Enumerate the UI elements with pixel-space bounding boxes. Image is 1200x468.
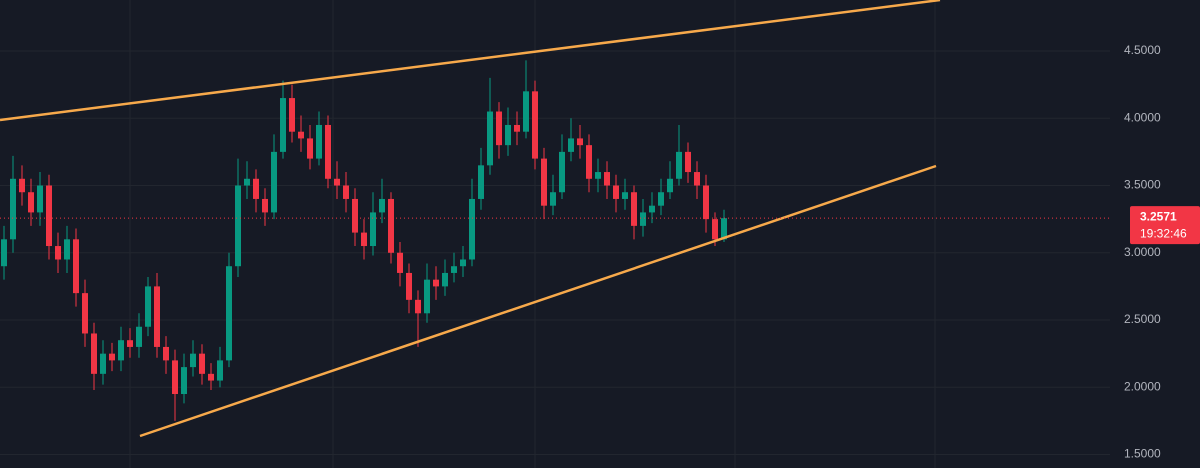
candle-body xyxy=(397,252,403,273)
candle-body xyxy=(721,218,727,240)
candle-body xyxy=(469,198,475,260)
candle-body xyxy=(208,373,214,381)
candle-body xyxy=(325,124,331,179)
candle-body xyxy=(109,353,115,361)
candle-body xyxy=(676,151,682,179)
candle-body xyxy=(55,246,61,260)
candle-body xyxy=(667,178,673,193)
candle-body xyxy=(91,333,97,374)
candle-body xyxy=(442,272,448,287)
upper-trendline xyxy=(0,0,941,122)
candle-body xyxy=(64,239,70,260)
y-tick-label: 3.5000 xyxy=(1124,178,1161,192)
candle-body xyxy=(586,145,592,179)
candle-body xyxy=(307,138,313,159)
candle-body xyxy=(100,353,106,374)
candle-body xyxy=(622,192,628,199)
candle-body xyxy=(361,232,367,247)
candle-body xyxy=(271,151,277,213)
candle-body xyxy=(478,165,484,199)
candle-body xyxy=(244,178,250,186)
candle-body xyxy=(496,111,502,146)
candle-body xyxy=(37,185,43,213)
candle-body xyxy=(82,293,88,334)
candle-body xyxy=(685,151,691,173)
candle-body xyxy=(433,279,439,287)
candle-body xyxy=(235,185,241,267)
candle-body xyxy=(10,178,16,240)
candle-body xyxy=(154,286,160,347)
y-tick-label: 1.5000 xyxy=(1124,447,1161,461)
candle-body xyxy=(46,185,52,247)
candle-body xyxy=(19,178,25,193)
candle-body xyxy=(568,138,574,152)
candle-body xyxy=(577,138,583,146)
last-price-label: 3.2571 xyxy=(1140,209,1177,223)
candle-body xyxy=(172,360,178,395)
candle-body xyxy=(145,286,151,327)
candle-body xyxy=(487,111,493,166)
candle-body xyxy=(370,212,376,247)
candle-body xyxy=(199,353,205,374)
candle-body xyxy=(343,185,349,199)
candle-body xyxy=(298,131,304,139)
candle-body xyxy=(226,266,232,361)
candle-body xyxy=(595,172,601,179)
y-tick-label: 2.0000 xyxy=(1124,379,1161,393)
candle-body xyxy=(289,98,295,132)
candle-body xyxy=(631,192,637,226)
candle-body xyxy=(73,239,79,294)
y-tick-label: 3.0000 xyxy=(1124,245,1161,259)
candle-body xyxy=(280,98,286,152)
candle-body xyxy=(388,198,394,253)
price-axis: 1.5000 2.0000 2.5000 3.0000 3.5000 4.0000 4.50… xyxy=(1124,43,1161,461)
candle-body xyxy=(460,259,466,267)
candle-body xyxy=(604,172,610,186)
candle-body xyxy=(190,353,196,368)
candle-body xyxy=(649,205,655,213)
candle-body xyxy=(127,340,133,347)
lower-trendline xyxy=(139,164,937,438)
y-tick-label: 4.0000 xyxy=(1124,110,1161,124)
candle-body xyxy=(379,198,385,213)
candle-body xyxy=(334,178,340,186)
candle-body xyxy=(712,219,718,240)
candle-body xyxy=(28,192,34,213)
y-tick-label: 4.5000 xyxy=(1124,43,1161,57)
candle-body xyxy=(550,192,556,206)
candle-body xyxy=(559,151,565,193)
candle-body xyxy=(406,272,412,300)
candle-body xyxy=(703,185,709,220)
candle-body xyxy=(658,192,664,206)
candle-body xyxy=(613,185,619,199)
candle-body xyxy=(523,91,529,132)
candle-body xyxy=(451,266,457,273)
candle-body xyxy=(262,198,268,213)
candle-body xyxy=(181,367,187,395)
candle-body xyxy=(694,172,700,186)
candle-body xyxy=(253,178,259,199)
candle-body xyxy=(415,299,421,314)
candle-body xyxy=(217,360,223,381)
countdown-label: 19:32:46 xyxy=(1140,226,1187,240)
candle-body xyxy=(541,158,547,206)
candle-body xyxy=(118,340,124,361)
candle-body xyxy=(163,346,169,361)
candle-body xyxy=(505,124,511,146)
y-tick-label: 2.5000 xyxy=(1124,312,1161,326)
candle-body xyxy=(136,326,142,347)
last-price-box xyxy=(1130,206,1200,245)
candle-body xyxy=(352,198,358,233)
candle-body xyxy=(640,212,646,226)
candle-body xyxy=(316,124,322,159)
candle-body xyxy=(532,91,538,159)
candle-body xyxy=(424,279,430,314)
candle-body xyxy=(1,239,7,267)
candle-body xyxy=(514,124,520,132)
